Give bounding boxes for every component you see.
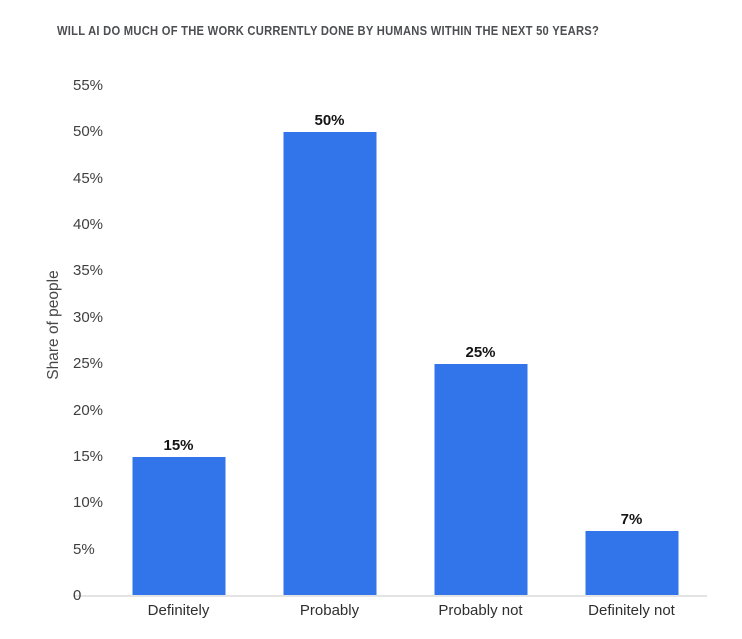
y-tick-label: 45% — [73, 169, 104, 187]
x-category-label: Definitely — [147, 602, 210, 619]
bar-value-label: 50% — [314, 112, 345, 130]
y-tick-label: 30% — [73, 308, 104, 326]
bar-value-label: 7% — [620, 511, 643, 529]
y-tick-label: 20% — [73, 401, 104, 419]
y-tick-label: 5% — [73, 540, 95, 558]
plot-area: 15% 50% 25% 7% — [103, 86, 707, 596]
x-axis-line — [73, 595, 707, 597]
bar-value-label: 15% — [163, 436, 194, 454]
x-category-label: Probably not — [438, 602, 523, 619]
y-tick-label: 40% — [73, 216, 104, 234]
y-tick-label: 25% — [73, 355, 104, 373]
bar-slot: 50% — [254, 86, 405, 596]
bar — [585, 531, 678, 596]
bar-slot: 25% — [405, 86, 556, 596]
y-tick-label: 10% — [73, 494, 104, 512]
bar-value-label: 25% — [465, 344, 496, 362]
bar — [434, 364, 527, 596]
x-category-label: Probably — [299, 602, 360, 619]
bar-slot: 15% — [103, 86, 254, 596]
y-tick-label: 55% — [73, 77, 104, 95]
x-category-label: Definitely not — [588, 602, 675, 619]
y-tick-label: 50% — [73, 123, 104, 141]
y-tick-label: 15% — [73, 448, 104, 466]
y-axis-title: Share of people — [45, 270, 62, 380]
bar — [132, 456, 225, 596]
y-tick-label: 0 — [73, 587, 82, 605]
bar — [283, 132, 376, 596]
chart-title: WILL AI DO MUCH OF THE WORK CURRENTLY DO… — [57, 23, 600, 38]
bar-slot: 7% — [556, 86, 707, 596]
y-tick-label: 35% — [73, 262, 104, 280]
